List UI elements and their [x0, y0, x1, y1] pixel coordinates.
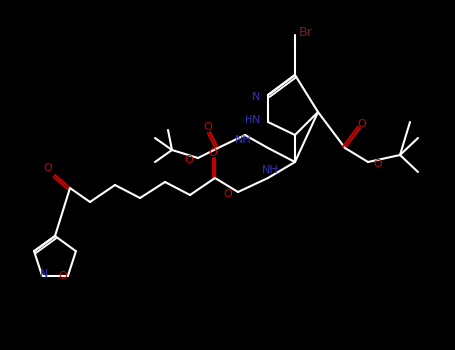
Text: O: O	[209, 148, 217, 158]
Text: O: O	[44, 163, 52, 173]
Text: O: O	[223, 189, 232, 199]
Text: N: N	[252, 92, 260, 102]
Text: N: N	[252, 115, 260, 125]
Text: H: H	[245, 115, 252, 125]
Text: NH: NH	[235, 135, 251, 145]
Text: Br: Br	[299, 26, 313, 38]
Text: O: O	[373, 159, 382, 169]
Text: O: O	[204, 122, 212, 132]
Text: N: N	[40, 269, 48, 279]
Text: O: O	[59, 271, 67, 281]
Text: NH: NH	[262, 165, 278, 175]
Text: O: O	[358, 119, 366, 129]
Text: O: O	[184, 155, 193, 165]
